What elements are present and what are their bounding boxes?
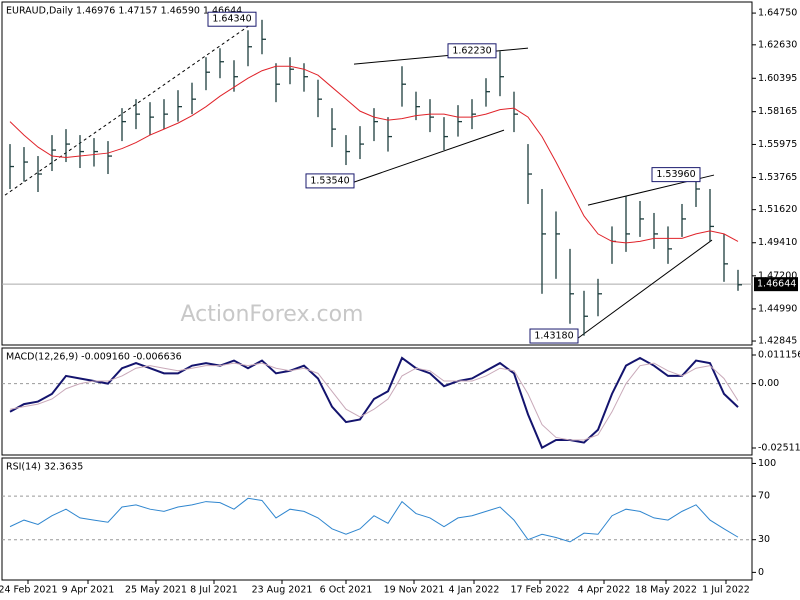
y-tick-label: 30 [758, 534, 770, 545]
y-tick-label: 100 [758, 458, 776, 469]
panel-frame [1, 1, 753, 346]
price-label-box [651, 167, 701, 183]
indicator-line [9, 362, 739, 441]
price-label-text: 1.53960 [656, 169, 695, 180]
trendline [4, 24, 251, 196]
x-tick-label: 24 Feb 2021 [0, 585, 58, 596]
last-price-box [754, 277, 798, 292]
indicator-line [9, 497, 739, 543]
y-tick-label: 1.47200 [758, 270, 797, 281]
trendline [577, 239, 713, 339]
panel-frame [1, 347, 753, 456]
x-tick-label: 1 Jul 2022 [702, 585, 750, 596]
price-label: 1.43180 [529, 328, 579, 344]
y-tick-label: 1.55975 [758, 139, 797, 150]
indicator-line [9, 356, 739, 450]
x-tick-label: 18 May 2022 [635, 585, 697, 596]
panel-frame [1, 457, 753, 581]
y-tick-label: 0.011156 [758, 350, 800, 361]
price-label: 1.53960 [651, 167, 701, 183]
x-tick-label: 9 Apr 2021 [62, 585, 115, 596]
trendline [353, 47, 529, 65]
y-tick-label: 1.42845 [758, 336, 797, 347]
y-tick-label: 1.44990 [758, 303, 797, 314]
price-label-box [529, 328, 579, 344]
trendline [353, 129, 505, 183]
watermark: ActionForex.com [181, 302, 364, 327]
y-tick-label: 1.64750 [758, 8, 797, 19]
price-label-text: 1.62230 [452, 45, 491, 56]
y-tick-label: 1.49410 [758, 237, 797, 248]
price-label-text: 1.53540 [310, 175, 349, 186]
last-price-label: 1.46644 [757, 279, 796, 290]
x-tick-label: 4 Apr 2022 [578, 585, 631, 596]
y-tick-label: 1.51620 [758, 204, 797, 215]
price-label-box [207, 11, 257, 27]
panel-title: RSI(14) 32.3635 [6, 462, 83, 473]
y-tick-label: 1.53765 [758, 172, 797, 183]
y-tick-label: -0.025117 [758, 442, 800, 453]
price-label-box [447, 43, 497, 59]
y-tick-label: 0 [758, 567, 764, 578]
indicator-line [9, 65, 739, 244]
x-tick-label: 6 Oct 2021 [320, 585, 373, 596]
price-label-text: 1.64340 [212, 14, 251, 25]
x-tick-label: 23 Aug 2021 [252, 585, 313, 596]
price-label: 1.62230 [447, 43, 497, 59]
y-tick-label: 1.60395 [758, 73, 797, 84]
x-tick-label: 25 May 2021 [125, 585, 187, 596]
panel-title: EURAUD,Daily 1.46976 1.47157 1.46590 1.4… [6, 6, 242, 17]
price-label: 1.64340 [207, 11, 257, 27]
x-tick-label: 17 Feb 2022 [510, 585, 569, 596]
panel-title: MACD(12,26,9) -0.009160 -0.006636 [6, 352, 182, 363]
y-tick-label: 70 [758, 491, 770, 502]
x-tick-label: 8 Jul 2021 [190, 585, 238, 596]
y-tick-label: 1.62630 [758, 39, 797, 50]
x-tick-label: 4 Jan 2022 [449, 585, 500, 596]
x-tick-label: 19 Nov 2021 [384, 585, 445, 596]
y-tick-label: 0.00 [758, 378, 779, 389]
price-label-box [305, 173, 355, 189]
price-label-text: 1.43180 [534, 331, 573, 342]
y-tick-label: 1.58165 [758, 106, 797, 117]
price-label: 1.53540 [305, 173, 355, 189]
